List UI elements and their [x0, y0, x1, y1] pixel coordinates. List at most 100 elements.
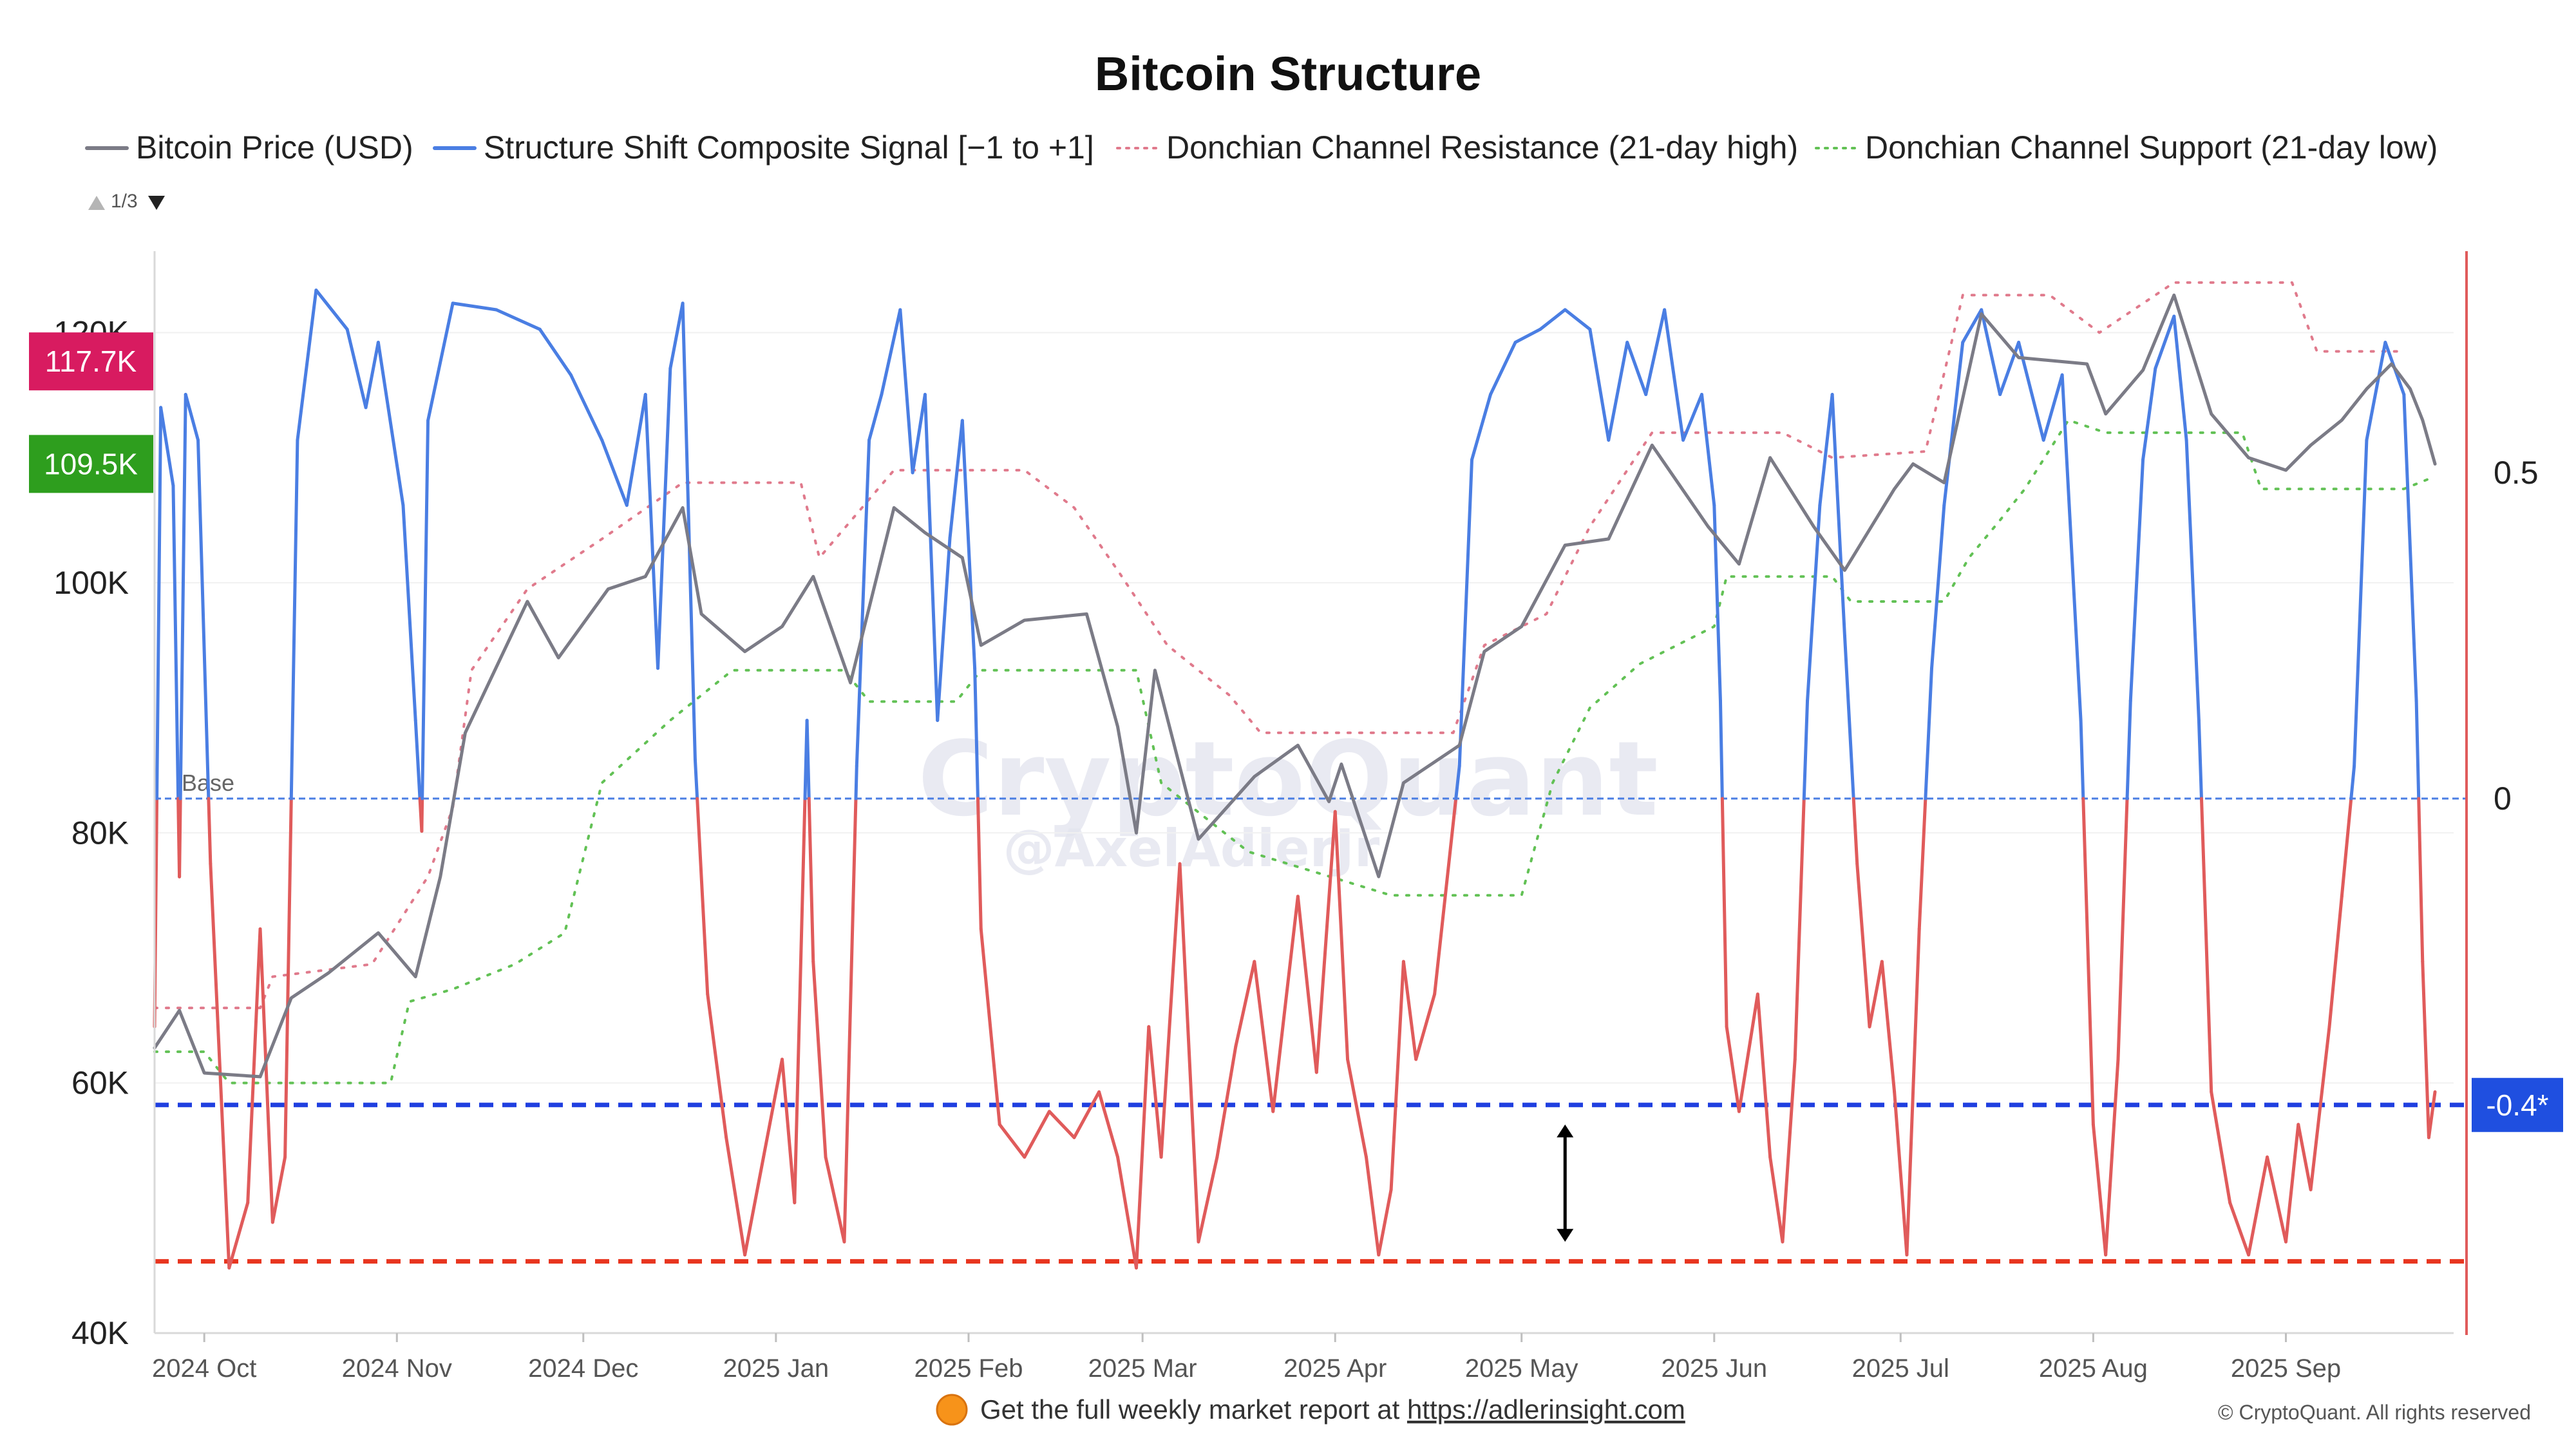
signal-segment [258, 927, 274, 1224]
copyright: © CryptoQuant. All rights reserved [2218, 1401, 2531, 1424]
x-tick-label-10: 2025 Jul [1852, 1354, 1949, 1383]
signal-segment [1333, 810, 1350, 1061]
signal-segment [2402, 393, 2418, 703]
signal-segment [1768, 1155, 1785, 1244]
signal-segment [1893, 1090, 1909, 1257]
signal-segment [781, 1057, 797, 1205]
footer-link[interactable]: https://adlerinsight.com [1407, 1394, 1685, 1425]
signal-segment [2327, 895, 2344, 1028]
legend-pager[interactable]: 1/3 [88, 191, 165, 212]
signal-segment [376, 341, 405, 507]
triangle-up-icon[interactable] [88, 196, 105, 210]
signal-segment [314, 289, 349, 331]
signal-segment [2284, 1122, 2300, 1244]
signal-segment [2128, 458, 2145, 703]
signal-segment [1047, 1110, 1076, 1139]
signal-segment [1607, 341, 1629, 442]
signal-segment [1023, 1110, 1051, 1159]
signal-segment [2417, 797, 2425, 963]
signal-segment [1868, 960, 1884, 1028]
signal-segment [1470, 393, 1492, 462]
signal-segment [1924, 667, 1934, 800]
signal-segment [2421, 960, 2430, 1139]
signal-segment [1806, 504, 1822, 703]
signal-segment [283, 797, 293, 1159]
signal-segment [2091, 1122, 2108, 1257]
watermark-logo: CryptoQuant [918, 719, 1658, 839]
signal-segment [693, 757, 699, 800]
signal-segment [209, 862, 231, 1270]
legend-item-1[interactable]: Bitcoin Price (USD) [85, 129, 413, 166]
badge-box [29, 332, 153, 391]
x-tick-label-1: 2024 Oct [152, 1354, 256, 1383]
signal-segment [1681, 393, 1704, 442]
signal-segment [1377, 1188, 1393, 1257]
signal-segment [911, 393, 927, 475]
signal-segment [2081, 797, 2095, 1126]
badge-label: -0.4* [2486, 1088, 2548, 1122]
signal-segment [1961, 308, 1984, 345]
signal-segment [1271, 895, 1300, 1113]
badge-box [2472, 1077, 2563, 1132]
chart-legend: Bitcoin Price (USD) Structure Shift Compo… [85, 129, 2438, 166]
signal-segment [1830, 393, 1846, 638]
signal-segment [762, 1057, 784, 1159]
signal-segment [824, 1155, 846, 1244]
signal-segment [1818, 393, 1834, 507]
signal-segment [1917, 797, 1927, 931]
signal-segment [1781, 1057, 1797, 1244]
footer-text: Get the full weekly market report at htt… [980, 1394, 1685, 1425]
triangle-down-icon[interactable] [148, 196, 165, 210]
signal-segment [196, 438, 211, 800]
signal-segment [2172, 314, 2188, 442]
signal-segment [1725, 1025, 1741, 1113]
signal-segment [979, 927, 1001, 1126]
signal-segment [227, 1201, 250, 1270]
signal-segment [1625, 341, 1648, 397]
signal-segment [1178, 862, 1200, 1244]
signal-segment [1942, 341, 1965, 507]
signal-segment [2197, 719, 2203, 800]
signal-segment [2297, 1122, 2313, 1191]
signal-segment [1253, 960, 1275, 1113]
signal-segment [1852, 797, 1859, 866]
signal-segment [743, 1155, 766, 1257]
series-line [153, 293, 2437, 1079]
signal-segment [855, 438, 871, 768]
signal-segment [1147, 1025, 1163, 1159]
signal-segment [1930, 504, 1946, 670]
signal-segment [1346, 1057, 1368, 1159]
signal-segment [1720, 797, 1728, 1028]
signal-segment [842, 797, 858, 1244]
right-tick-label-2: 0 [2494, 781, 2512, 817]
badge-label: 117.7K [45, 345, 137, 378]
signal-segment [1644, 308, 1667, 397]
signal-segment [1116, 1155, 1138, 1270]
signal-segment [2125, 699, 2132, 800]
legend-item-3[interactable]: Donchian Channel Resistance (21-day high… [1116, 129, 1798, 166]
signal-segment [2199, 797, 2213, 1094]
signal-segment [2247, 1155, 2269, 1257]
value-badge-3: -0.4* [2472, 1077, 2563, 1132]
signal-segment [1401, 960, 1418, 1061]
signal-segment [1457, 458, 1474, 768]
signal-segment [2340, 797, 2353, 898]
signal-segment [1855, 862, 1871, 1028]
legend-item-2[interactable]: Structure Shift Composite Signal [−1 to … [433, 129, 1094, 166]
legend-item-4[interactable]: Donchian Channel Support (21-day low) [1815, 129, 2438, 166]
left-tick-label-2: 60K [71, 1065, 129, 1101]
series-layer [153, 281, 2437, 1270]
legend-label: Structure Shift Composite Signal [−1 to … [484, 129, 1094, 166]
signal-segment [1663, 308, 1685, 442]
signal-segment [854, 764, 858, 800]
footer: Get the full weekly market report at htt… [936, 1394, 1685, 1426]
left-tick-label-1: 40K [71, 1315, 129, 1351]
signal-segment [569, 373, 604, 442]
signal-segment [1718, 699, 1724, 800]
signal-segment [401, 504, 417, 723]
value-badge-1: 117.7K [29, 332, 153, 391]
orange-circle-icon [936, 1394, 968, 1426]
left-tick-label-3: 80K [71, 815, 129, 851]
